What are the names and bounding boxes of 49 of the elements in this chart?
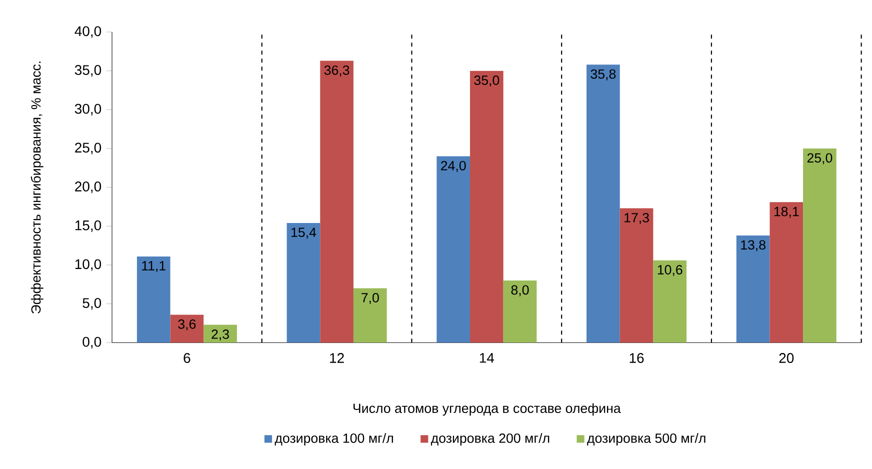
data-label: 2,3 xyxy=(212,329,229,340)
data-label: 24,0 xyxy=(441,160,466,172)
y-tick-label: 25,0 xyxy=(75,142,102,154)
bar xyxy=(736,235,770,342)
bar xyxy=(353,288,387,342)
bar xyxy=(503,280,537,342)
bar xyxy=(620,208,654,342)
bar xyxy=(470,70,504,342)
bar xyxy=(320,60,354,342)
y-tick-label: 30,0 xyxy=(74,104,102,116)
data-label: 8,0 xyxy=(511,285,529,296)
bar xyxy=(653,260,687,342)
bar xyxy=(803,148,836,342)
bar xyxy=(204,324,237,342)
data-label: 7,0 xyxy=(362,292,379,304)
data-label: 10,6 xyxy=(658,264,682,276)
y-tick-label: 20,0 xyxy=(75,181,102,193)
bar xyxy=(586,64,620,342)
x-tick-label: 12 xyxy=(330,352,344,363)
bar xyxy=(436,156,470,342)
y-tick-label: 0,0 xyxy=(82,336,102,348)
y-axis-title: Эффективность ингибирования, % масс. xyxy=(30,61,44,314)
x-tick-label: 6 xyxy=(184,352,190,363)
y-tick-label: 40,0 xyxy=(74,26,102,38)
data-label: 36,3 xyxy=(324,65,350,76)
bar xyxy=(136,256,170,342)
data-label: 18,1 xyxy=(774,206,799,218)
bar xyxy=(170,314,204,342)
data-label: 35,0 xyxy=(474,75,500,86)
data-label: 35,8 xyxy=(590,69,616,80)
x-tick-label: 20 xyxy=(779,352,794,363)
data-label: 15,4 xyxy=(292,228,316,238)
data-label: 13,8 xyxy=(741,240,766,252)
x-axis-title: Число атомов углерода в составе олефина xyxy=(354,403,621,416)
y-tick-label: 35,0 xyxy=(74,64,102,76)
data-label: 11,1 xyxy=(142,260,166,272)
data-label: 25,0 xyxy=(807,153,832,164)
data-label: 3,6 xyxy=(178,319,196,330)
x-tick-label: 16 xyxy=(630,352,644,363)
legend-label: дозировка 500 мг/л xyxy=(587,432,706,446)
bar xyxy=(770,202,804,342)
y-tick-label: 10,0 xyxy=(75,259,102,271)
y-tick-label: 15,0 xyxy=(75,220,102,232)
data-label: 17,3 xyxy=(624,212,649,224)
bar xyxy=(286,222,320,342)
x-tick-label: 14 xyxy=(480,352,494,363)
y-tick-label: 5,0 xyxy=(82,298,102,310)
legend-label: дозировка 200 мг/л xyxy=(430,432,550,446)
legend-label: дозировка 100 мг/л xyxy=(274,432,393,446)
